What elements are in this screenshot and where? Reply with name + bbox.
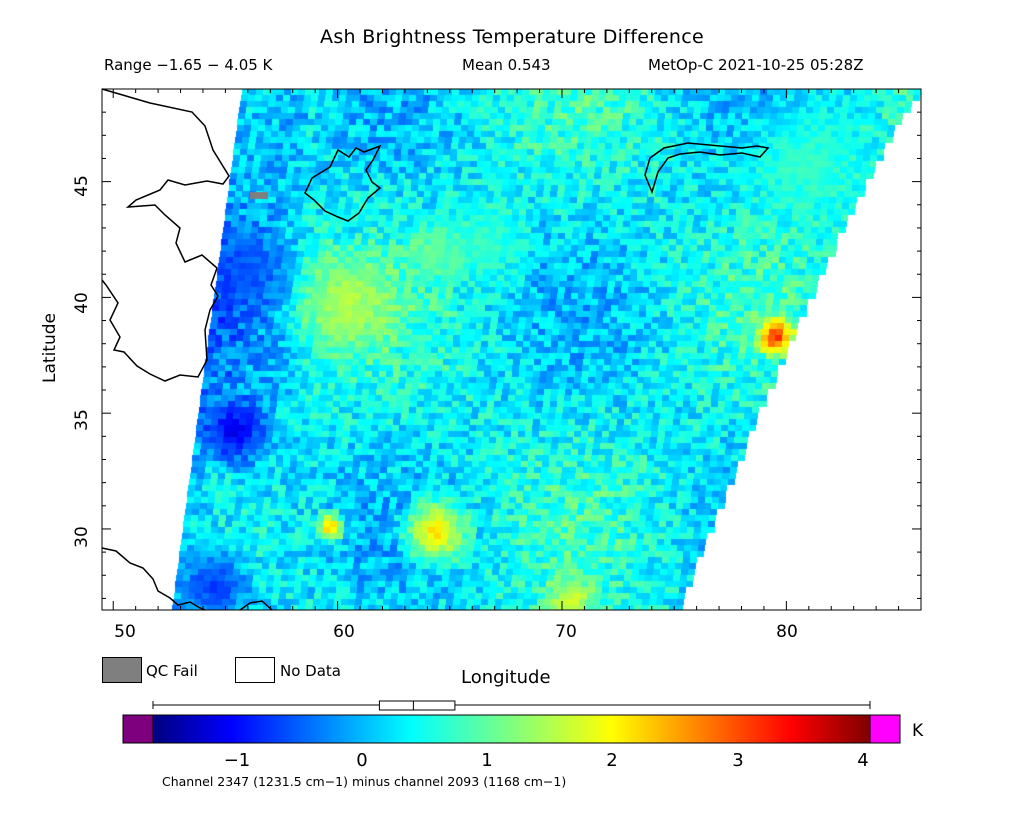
colorbar-underflow: [122, 714, 154, 744]
qc-fail-swatch: [102, 657, 142, 683]
colorbar-overflow: [869, 714, 901, 744]
x-tick-label: 50: [114, 622, 136, 642]
colorbar-tick: 2: [606, 750, 618, 771]
colorbar-tick: 3: [732, 750, 744, 771]
colorbar-title: Channel 2347 (1231.5 cm−1) minus channel…: [162, 774, 567, 789]
colorbar-gradient: [152, 714, 871, 744]
colorbar-box-plot: [378, 700, 456, 711]
y-tick-label: 40: [72, 292, 92, 314]
no-data-swatch: [235, 657, 275, 683]
x-axis-label: Longitude: [461, 667, 551, 688]
chart-title: Ash Brightness Temperature Difference: [320, 26, 704, 48]
y-tick-label: 45: [72, 175, 92, 197]
colorbar-unit: K: [912, 721, 924, 741]
y-tick-label: 35: [72, 409, 92, 431]
colorbar-tick: −1: [223, 750, 251, 771]
colorbar-tick: 0: [356, 750, 368, 771]
colorbar-tick: 4: [857, 750, 869, 771]
no-data-label: No Data: [280, 662, 341, 680]
mean-label: Mean 0.543: [462, 56, 551, 74]
range-label: Range −1.65 − 4.05 K: [104, 56, 273, 74]
colorbar: [122, 700, 901, 744]
y-axis-label: Latitude: [40, 313, 60, 383]
qc-fail-label: QC Fail: [146, 662, 198, 680]
ash-btd-map: [102, 89, 921, 610]
x-tick-label: 60: [333, 622, 355, 642]
colorbar-tick: 1: [481, 750, 493, 771]
y-tick-label: 30: [72, 526, 92, 548]
x-tick-label: 80: [776, 622, 798, 642]
satellite-time-label: MetOp-C 2021-10-25 05:28Z: [648, 56, 864, 74]
x-tick-label: 70: [555, 622, 577, 642]
